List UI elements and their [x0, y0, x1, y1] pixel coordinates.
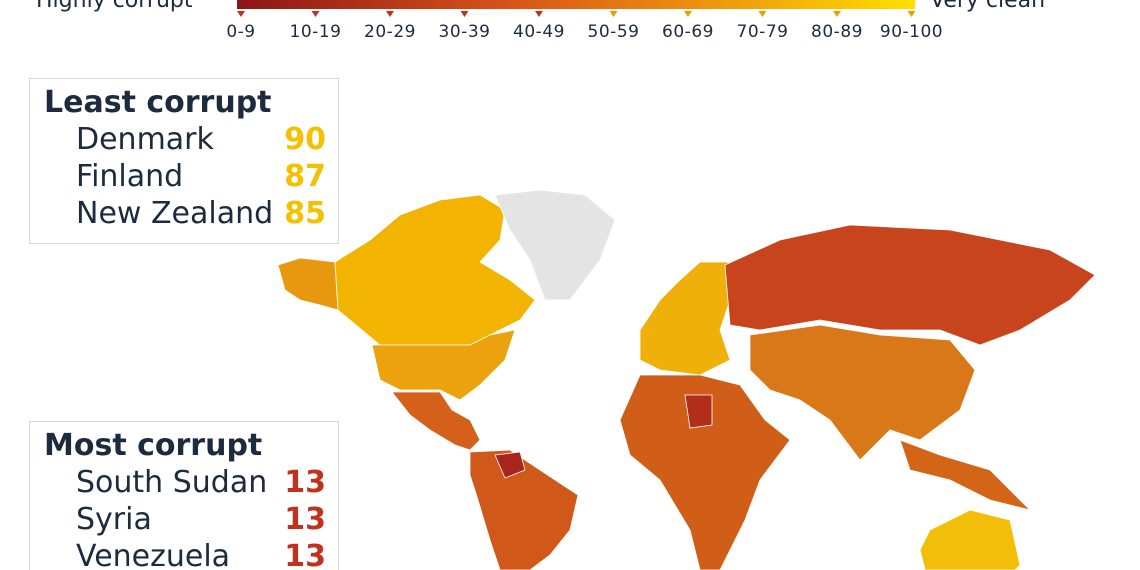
box-title: Most corrupt: [44, 428, 263, 463]
country-score: 13: [284, 539, 326, 570]
russia: [724, 224, 1096, 346]
venezuela: [494, 451, 526, 479]
legend-range: 10-19: [289, 22, 342, 42]
legend-range: 90-100: [879, 22, 944, 42]
legend-tick: [684, 11, 692, 17]
south-america: [469, 449, 579, 570]
legend-range: 30-39: [438, 22, 491, 42]
map: [277, 189, 1096, 570]
legend-range: 20-29: [364, 22, 416, 42]
country-score: 13: [284, 465, 326, 500]
country-row: Denmark 90: [44, 121, 326, 158]
country-score: 90: [284, 122, 326, 157]
legend-tick: [237, 11, 245, 17]
legend-range: 80-89: [811, 22, 863, 42]
legend-tick: [758, 11, 767, 17]
country-row: Syria 13: [44, 501, 326, 538]
usa: [371, 329, 516, 401]
mexico-central: [391, 391, 481, 451]
most-corrupt-box: Most corrupt South Sudan 13 Syria 13 Venezue…: [29, 421, 339, 570]
australia: [919, 509, 1021, 570]
legend-range: 0-9: [226, 22, 256, 42]
southeast-asia: [899, 439, 1032, 511]
legend-low: Highly corrupt: [36, 0, 193, 13]
country-row: New Zealand 85: [44, 195, 326, 232]
legend-tick: [535, 11, 543, 17]
asia: [749, 324, 976, 461]
legend-tick: [311, 11, 320, 17]
country-row: South Sudan 13: [44, 464, 326, 501]
country-score: 85: [284, 196, 326, 231]
country-score: 87: [284, 159, 326, 194]
legend-tick: [907, 11, 916, 17]
country-name: South Sudan: [76, 465, 268, 500]
country-score: 13: [284, 502, 326, 537]
legend-tick: [833, 11, 841, 17]
country-name: New Zealand: [76, 196, 274, 231]
country-name: Finland: [76, 159, 184, 194]
legend-tick: [386, 11, 394, 17]
country-name: Denmark: [76, 122, 214, 157]
libya: [684, 394, 713, 429]
country-row: Venezuela 13: [44, 538, 326, 570]
legend-range: 40-49: [513, 22, 565, 42]
legend-tick: [460, 11, 469, 17]
africa: [619, 374, 791, 570]
country-row: Finland 87: [44, 158, 326, 195]
europe: [639, 261, 731, 376]
country-name: Syria: [76, 502, 152, 537]
legend-tick: [609, 11, 618, 17]
legend-range: 70-79: [736, 22, 789, 42]
box-title: Least corrupt: [44, 85, 272, 120]
greenland: [494, 189, 616, 301]
legend-range: 60-69: [662, 22, 714, 42]
least-corrupt-box: Least corrupt Denmark 90 Finland 87 New Zeal…: [29, 78, 339, 244]
legend-range: 50-59: [587, 22, 640, 42]
alaska: [277, 257, 339, 311]
legend-bar: [237, 0, 915, 9]
legend-high: Very clean: [930, 0, 1046, 13]
country-name: Venezuela: [76, 539, 231, 570]
